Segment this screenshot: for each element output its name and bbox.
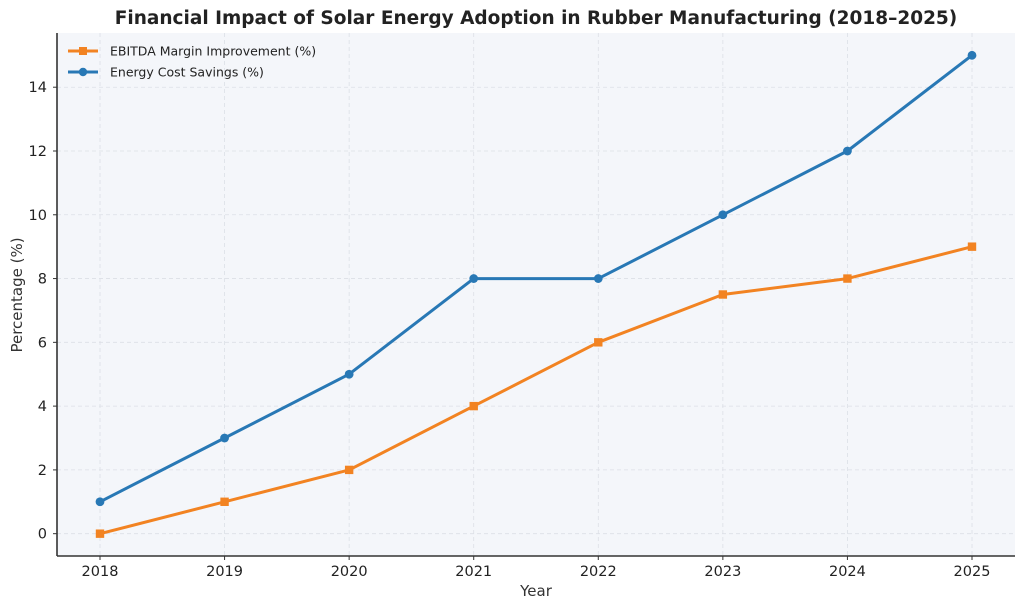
x-tick-label: 2021 <box>455 564 492 580</box>
y-tick-label: 10 <box>29 208 47 224</box>
data-point[interactable] <box>718 210 728 220</box>
legend-item[interactable]: Energy Cost Savings (%) <box>68 65 264 80</box>
legend-marker <box>78 67 88 77</box>
y-tick-label: 14 <box>29 80 47 96</box>
series-line <box>98 245 974 536</box>
legend-item[interactable]: EBITDA Margin Improvement (%) <box>68 44 316 59</box>
data-point[interactable] <box>843 146 852 156</box>
y-tick-label: 0 <box>38 527 47 543</box>
x-tick-label: 2022 <box>580 564 617 580</box>
series-2 <box>95 50 977 507</box>
legend-marker <box>79 47 87 55</box>
data-point[interactable] <box>469 274 479 283</box>
data-point[interactable] <box>594 338 603 347</box>
x-tick-label: 2023 <box>704 564 741 580</box>
plot-background <box>57 33 1015 556</box>
data-point[interactable] <box>95 529 105 538</box>
chart-title: Financial Impact of Solar Energy Adoptio… <box>115 8 958 29</box>
y-tick-label: 2 <box>38 463 47 479</box>
grid <box>57 33 1015 556</box>
x-tick-label: 2020 <box>331 564 368 580</box>
data-point[interactable] <box>718 290 728 299</box>
legend: EBITDA Margin Improvement (%) Energy Cost… <box>68 44 316 80</box>
x-tick-label: 2024 <box>829 564 866 580</box>
series-1 <box>95 242 977 538</box>
series-group <box>95 50 977 538</box>
data-point[interactable] <box>344 369 354 379</box>
legend-label: Energy Cost Savings (%) <box>110 65 264 80</box>
data-point[interactable] <box>344 465 354 475</box>
y-tick-label: 12 <box>29 144 47 160</box>
y-tick-label: 4 <box>38 399 47 415</box>
data-point[interactable] <box>220 497 229 506</box>
y-tick-label: 6 <box>38 335 47 351</box>
x-axis-label: Year <box>519 582 553 600</box>
data-point[interactable] <box>95 497 105 507</box>
series-line <box>98 53 974 504</box>
x-tick-label: 2025 <box>954 564 991 580</box>
data-point[interactable] <box>967 242 977 251</box>
x-axis-ticks: 2018 2019 2020 2021 2022 2023 2024 2025 <box>82 556 991 580</box>
y-tick-label: 8 <box>38 272 47 288</box>
x-tick-label: 2018 <box>82 564 119 580</box>
x-tick-label: 2019 <box>206 564 243 580</box>
data-point[interactable] <box>843 274 852 283</box>
data-point[interactable] <box>220 433 229 443</box>
legend-label: EBITDA Margin Improvement (%) <box>110 44 316 59</box>
data-point[interactable] <box>469 401 478 411</box>
data-point[interactable] <box>967 50 977 60</box>
y-axis-label: Percentage (%) <box>8 237 26 352</box>
y-axis-ticks: 0 2 4 6 8 10 12 14 <box>29 80 57 543</box>
data-point[interactable] <box>593 274 603 283</box>
